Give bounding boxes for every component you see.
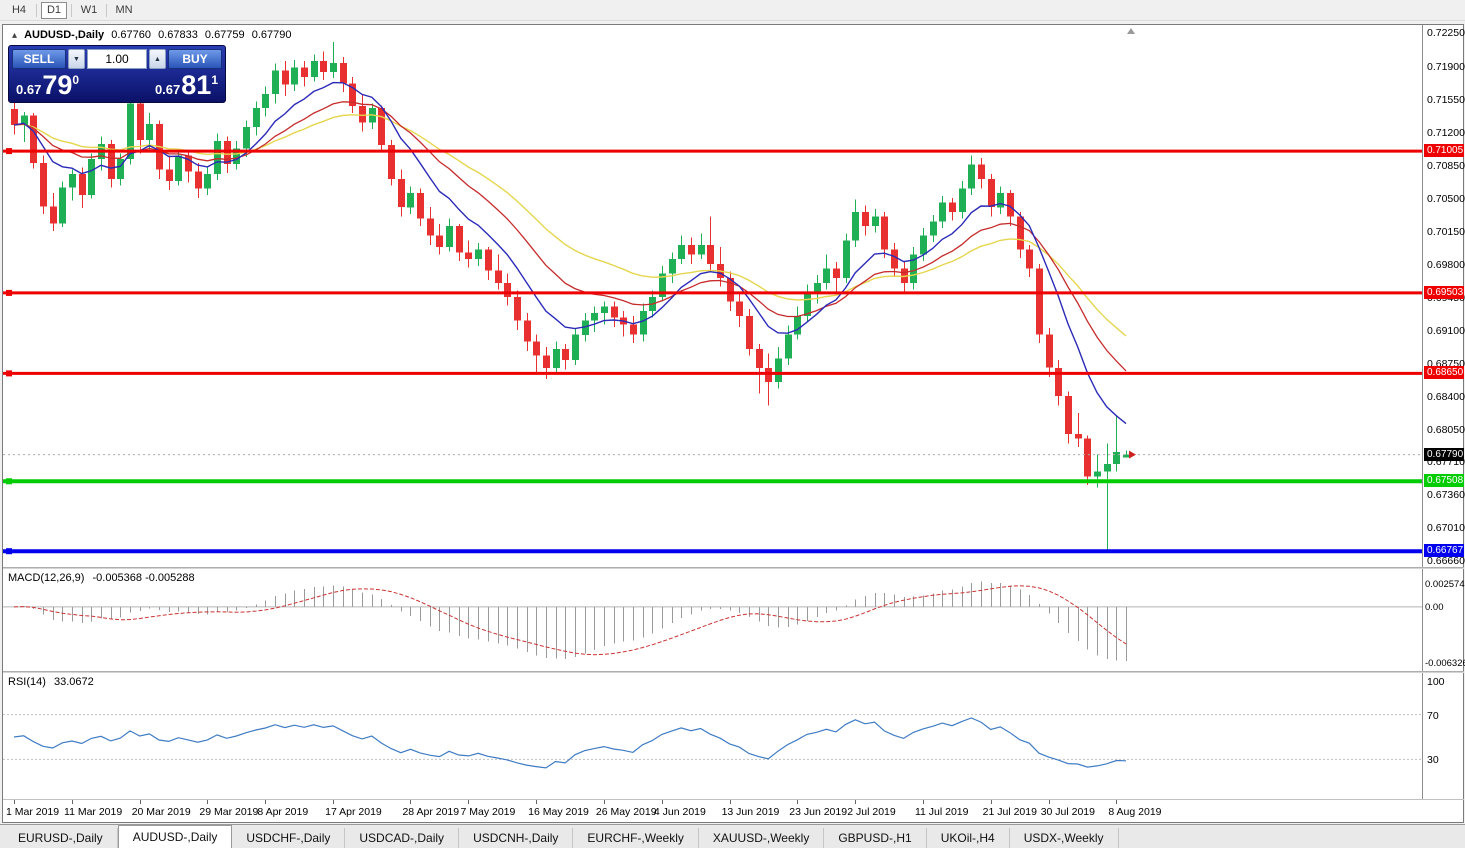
pane-separator[interactable] — [3, 671, 1464, 673]
chart-tab-audusd-daily[interactable]: AUDUSD-,Daily — [117, 825, 233, 848]
ma-medium-line — [13, 101, 1127, 372]
chart-tab-xauusd-weekly[interactable]: XAUUSD-,Weekly — [699, 828, 825, 848]
ohlc-open: 0.67760 — [111, 29, 151, 41]
chart-tab-usdchf-daily[interactable]: USDCHF-,Daily — [232, 828, 346, 848]
ma-fast-line — [13, 81, 1127, 425]
timeframe-button-h4[interactable]: H4 — [11, 4, 27, 16]
rsi-indicator-title: RSI(14) 33.0672 — [8, 676, 94, 688]
pane-separator[interactable] — [3, 567, 1464, 569]
buy-price: 0.67811 — [155, 72, 218, 99]
chart-tab-usdx-weekly[interactable]: USDX-,Weekly — [1010, 828, 1119, 848]
timeframe-toolbar: H4 D1 W1 MN — [0, 0, 1465, 21]
chart-tab-gbpusd-h1[interactable]: GBPUSD-,H1 — [824, 828, 927, 848]
candles — [11, 42, 1130, 551]
chart-tab-eurusd-daily[interactable]: EURUSD-,Daily — [4, 828, 118, 848]
toolbar-separator — [106, 3, 107, 17]
time-axis[interactable] — [3, 800, 1422, 821]
chart-tab-ukoil-h4[interactable]: UKOil-,H4 — [927, 828, 1010, 848]
chart-shift-marker — [1127, 28, 1135, 34]
toolbar-separator — [71, 3, 72, 17]
macd-histogram — [24, 581, 1127, 661]
ohlc-close: 0.67790 — [251, 29, 292, 41]
macd-label: MACD(12,26,9) — [8, 572, 85, 584]
timeframe-button-w1[interactable]: W1 — [80, 4, 98, 16]
sell-price-sup: 0 — [72, 73, 80, 87]
chart-tab-eurchf-weekly[interactable]: EURCHF-,Weekly — [573, 828, 699, 848]
hline-handle — [6, 148, 12, 155]
price-chart-canvas[interactable] — [3, 25, 1422, 567]
toolbar-separator — [36, 3, 37, 17]
ohlc-high: 0.67833 — [158, 29, 198, 41]
macd-values: -0.005368 -0.005288 — [92, 572, 195, 584]
ma-slow-line — [13, 114, 1127, 337]
timeframe-button-d1[interactable]: D1 — [41, 1, 67, 19]
macd-panel-canvas[interactable] — [3, 569, 1422, 671]
rsi-label: RSI(14) — [8, 676, 46, 688]
rsi-line — [13, 717, 1127, 769]
chart-tab-usdcnh-daily[interactable]: USDCNH-,Daily — [459, 828, 574, 848]
buy-price-pips: 81 — [181, 70, 212, 100]
chart-tab-bar: EURUSD-,Daily AUDUSD-,Daily USDCHF-,Daily U… — [0, 824, 1465, 848]
rsi-panel-canvas[interactable] — [3, 673, 1422, 799]
hline-handle — [6, 289, 12, 296]
chart-window — [2, 24, 1464, 823]
volume-input[interactable] — [87, 49, 147, 69]
price-axis[interactable] — [1423, 25, 1463, 799]
sell-price-pips: 79 — [42, 70, 73, 100]
buy-price-sup: 1 — [211, 73, 218, 87]
volume-decrease-button[interactable]: ▼ — [68, 49, 85, 69]
hline-handle — [6, 548, 12, 555]
one-click-collapse-icon[interactable]: ▴ — [12, 30, 18, 41]
sell-button[interactable]: SELL — [12, 49, 66, 69]
price-axis-border — [1422, 25, 1423, 799]
macd-signal-line — [13, 585, 1127, 656]
sell-price-big: 0.67 — [16, 82, 42, 97]
ohlc-low: 0.67759 — [204, 29, 245, 41]
buy-button[interactable]: BUY — [168, 49, 222, 69]
chart-ohlc-header: ▴ AUDUSD-,Daily 0.67760 0.67833 0.67759 … — [12, 29, 295, 41]
rsi-value: 33.0672 — [53, 676, 94, 688]
hline-handle — [6, 370, 12, 377]
sell-price: 0.67790 — [16, 72, 79, 99]
volume-increase-button[interactable]: ▲ — [149, 49, 166, 69]
buy-price-big: 0.67 — [154, 82, 181, 97]
one-click-trading-panel: SELL ▼ ▲ BUY 0.67790 0.67811 — [8, 45, 226, 103]
hline-handle — [6, 478, 12, 485]
timeframe-button-mn[interactable]: MN — [115, 4, 133, 16]
pane-separator — [3, 799, 1464, 800]
chart-symbol-label: AUDUSD-,Daily — [24, 29, 105, 41]
macd-indicator-title: MACD(12,26,9) -0.005368 -0.005288 — [8, 572, 195, 584]
chart-tab-usdcad-daily[interactable]: USDCAD-,Daily — [345, 828, 460, 848]
price-arrow-marker — [1129, 450, 1136, 459]
